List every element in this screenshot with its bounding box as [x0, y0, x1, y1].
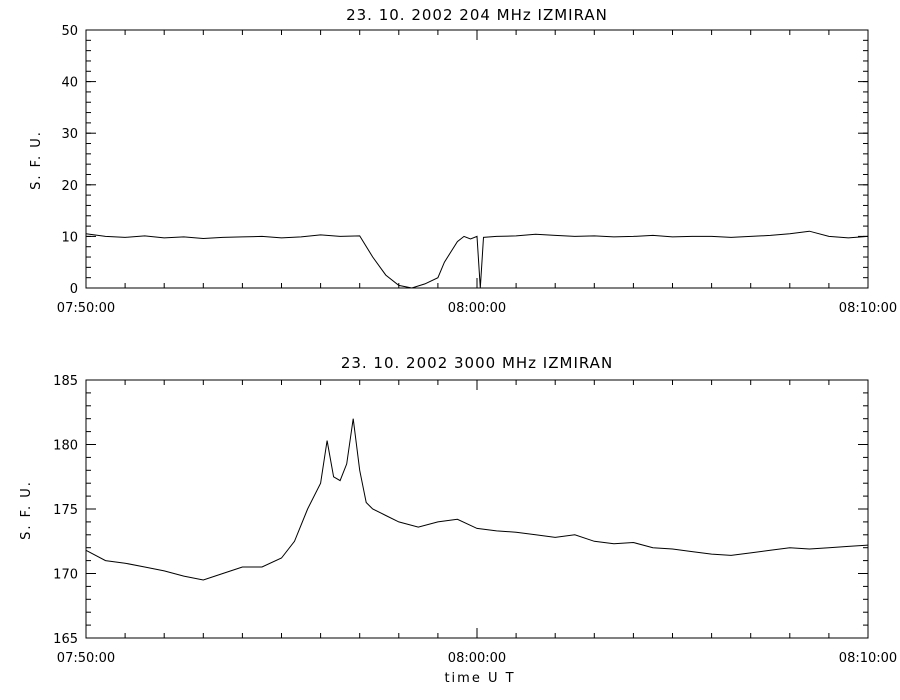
- y-tick-label: 175: [53, 503, 78, 518]
- x-tick-label: 08:10:00: [839, 301, 897, 316]
- plot-frame: [85, 379, 869, 639]
- chart-3000mhz: 23. 10. 2002 3000 MHz IZMIRAN S. F. U. t…: [19, 354, 897, 686]
- ticks: [85, 379, 869, 639]
- y-axis-label: S. F. U.: [19, 480, 34, 540]
- x-tick-label: 08:00:00: [448, 301, 506, 316]
- ticks: [85, 29, 869, 289]
- x-axis-label: time U T: [444, 671, 515, 686]
- y-axis-label: S. F. U.: [29, 130, 44, 190]
- y-tick-label: 180: [53, 439, 78, 454]
- y-tick-label: 170: [53, 568, 78, 583]
- tick-labels: 0 10 20 30 40 50 07:50:00 08:00:00 08:10:00: [57, 24, 897, 316]
- series-line: [85, 230, 869, 289]
- y-tick-label: 30: [61, 127, 78, 142]
- y-tick-label: 20: [61, 179, 78, 194]
- y-tick-label: 50: [61, 24, 78, 39]
- series-line: [85, 418, 869, 581]
- y-tick-label: 165: [53, 632, 78, 647]
- y-tick-label: 0: [70, 282, 78, 297]
- plot-frame: [85, 29, 869, 289]
- chart-204mhz: 23. 10. 2002 204 MHz IZMIRAN S. F. U. 0 1…: [29, 6, 897, 316]
- chart-title: 23. 10. 2002 3000 MHz IZMIRAN: [341, 354, 613, 372]
- y-tick-label: 10: [61, 230, 78, 245]
- tick-labels: 165 170 175 180 185 07:50:00 08:00:00 08:10:00: [53, 374, 897, 666]
- x-tick-label: 07:50:00: [57, 651, 115, 666]
- chart-title: 23. 10. 2002 204 MHz IZMIRAN: [346, 6, 608, 24]
- x-tick-label: 08:00:00: [448, 651, 506, 666]
- y-tick-label: 185: [53, 374, 78, 389]
- y-tick-label: 40: [61, 76, 78, 91]
- x-tick-label: 08:10:00: [839, 651, 897, 666]
- x-tick-label: 07:50:00: [57, 301, 115, 316]
